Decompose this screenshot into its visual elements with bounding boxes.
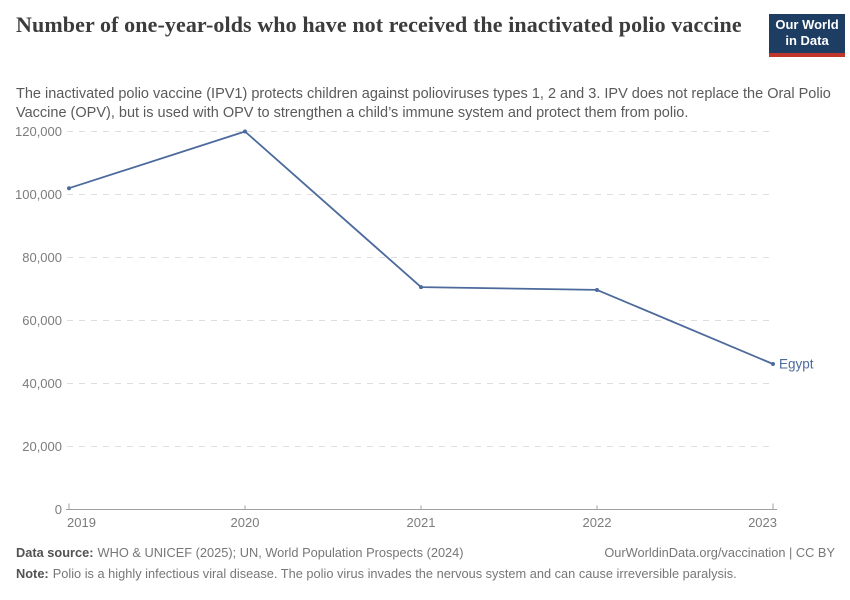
data-source-text: WHO & UNICEF (2025); UN, World Populatio… <box>97 545 464 560</box>
series-line[interactable] <box>68 130 774 365</box>
page-title: Number of one-year-olds who have not rec… <box>16 12 742 37</box>
data-point[interactable] <box>419 285 423 290</box>
data-point[interactable] <box>243 129 247 134</box>
data-point[interactable] <box>67 186 71 191</box>
x-tick-label: 2019 <box>67 515 96 530</box>
y-tick-label: 80,000 <box>22 250 62 265</box>
y-tick-label: 0 <box>55 502 62 517</box>
x-tick-label: 2023 <box>748 515 777 530</box>
owid-logo[interactable]: Our World in Data <box>769 14 845 57</box>
x-tick-label: 2020 <box>231 515 260 530</box>
note-label: Note: <box>16 565 49 581</box>
chart-header: Number of one-year-olds who have not rec… <box>16 10 761 39</box>
owid-logo-line1: Our World <box>775 17 839 32</box>
series-end-label: Egypt <box>779 356 814 371</box>
y-tick-label: 20,000 <box>22 439 62 454</box>
chart-note: Note: Polio is a highly infectious viral … <box>16 566 835 582</box>
x-tick-label: 2022 <box>583 515 612 530</box>
data-source: Data source: WHO & UNICEF (2025); UN, Wor… <box>16 545 464 561</box>
y-tick-label: 60,000 <box>22 313 62 328</box>
owid-logo-box: Our World in Data <box>769 14 845 53</box>
owid-url-link[interactable]: OurWorldinData.org/vaccination | CC BY <box>604 545 835 560</box>
x-tick-label: 2021 <box>407 515 436 530</box>
data-source-label: Data source: <box>16 545 94 560</box>
note-text: Polio is a highly infectious viral disea… <box>52 565 737 581</box>
chart-footer: Data source: WHO & UNICEF (2025); UN, Wor… <box>16 545 835 582</box>
data-point[interactable] <box>771 361 775 366</box>
y-tick-label: 120,000 <box>15 124 62 139</box>
chart-subtitle: The inactivated polio vaccine (IPV1) pro… <box>16 86 831 121</box>
y-tick-label: 40,000 <box>22 376 62 391</box>
y-tick-label: 100,000 <box>15 187 62 202</box>
owid-logo-accent-bar <box>769 53 845 57</box>
data-point[interactable] <box>595 287 599 292</box>
owid-logo-line2: in Data <box>785 33 829 48</box>
